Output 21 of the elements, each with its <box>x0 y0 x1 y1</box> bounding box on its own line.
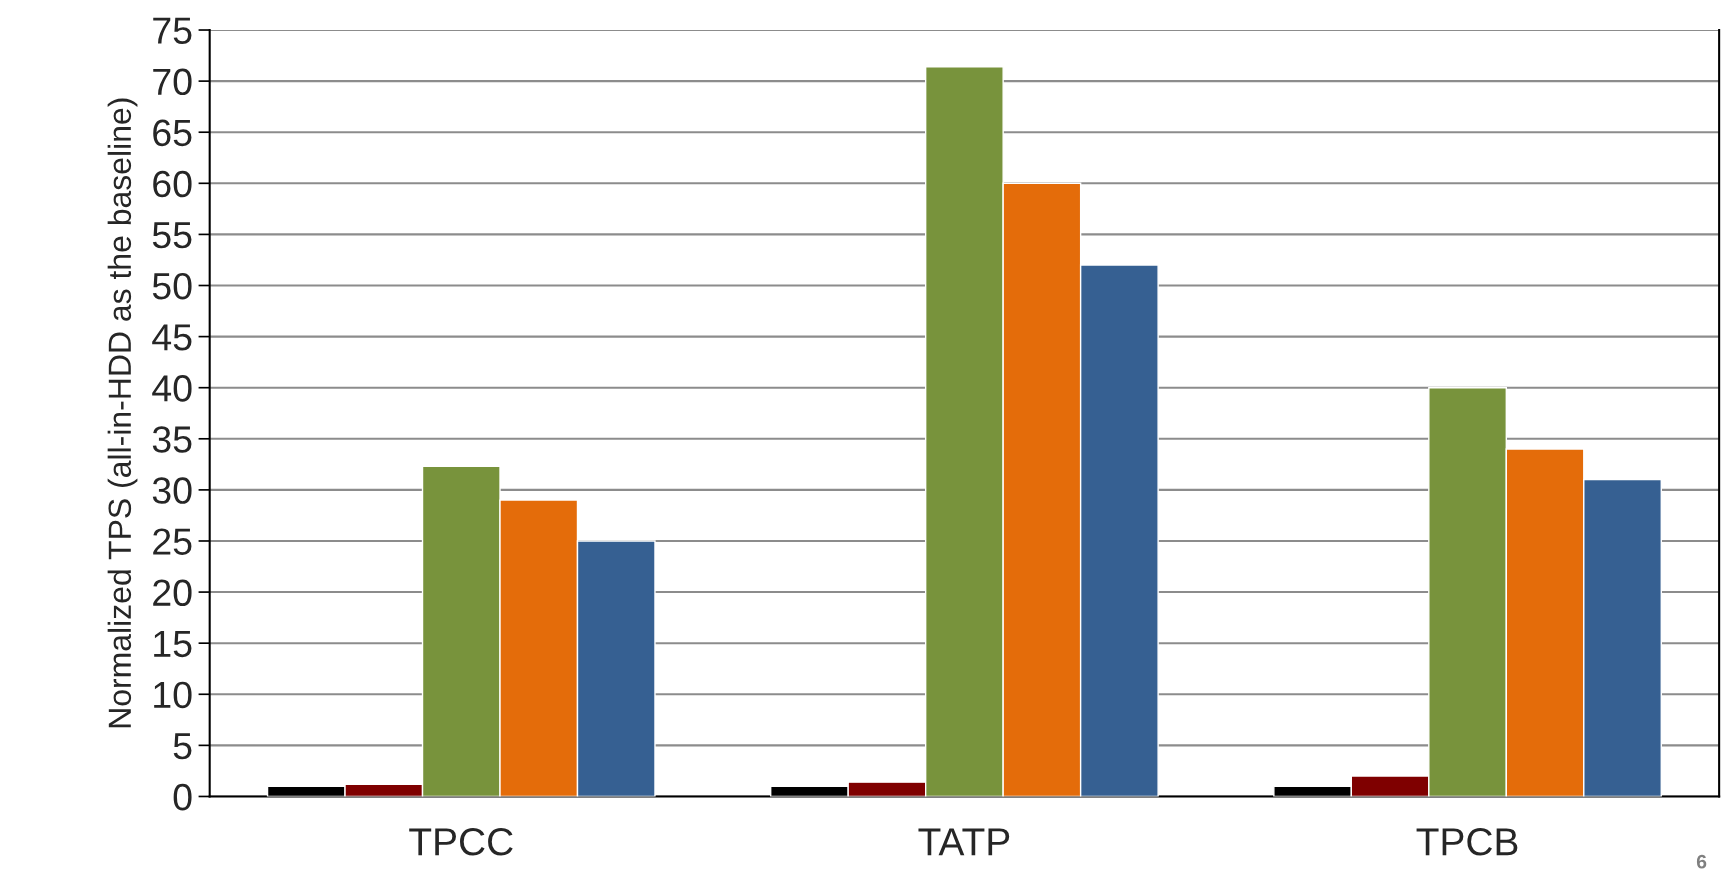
y-tick-label: 30 <box>152 477 192 504</box>
y-tick-label: 0 <box>173 783 192 811</box>
y-axis-title: Normalized TPS (all-in-HDD as the baseline) <box>107 98 138 728</box>
y-tick-label: 10 <box>154 681 192 709</box>
y-tick-label: 45 <box>152 324 192 351</box>
y-tick-label: 15 <box>154 630 192 658</box>
y-tick-label: 60 <box>153 170 192 198</box>
y-tick-label: 65 <box>153 119 192 147</box>
y-tick-label: 5 <box>173 733 192 760</box>
x-tick-label: TATP <box>918 828 1010 856</box>
y-tick-label: 70 <box>153 68 192 96</box>
y-tick-label: 25 <box>153 528 192 555</box>
y-tick-label: 75 <box>153 17 192 44</box>
y-tick-label: 50 <box>152 272 192 300</box>
y-tick-label: 20 <box>153 579 192 607</box>
y-tick-label: 55 <box>152 222 192 249</box>
x-tick-label: TPCC <box>409 828 513 856</box>
x-tick-label: TPCB <box>1416 828 1518 856</box>
y-tick-label: 40 <box>152 375 192 402</box>
y-tick-label: 35 <box>152 426 192 453</box>
text: 6 <box>1696 854 1707 869</box>
